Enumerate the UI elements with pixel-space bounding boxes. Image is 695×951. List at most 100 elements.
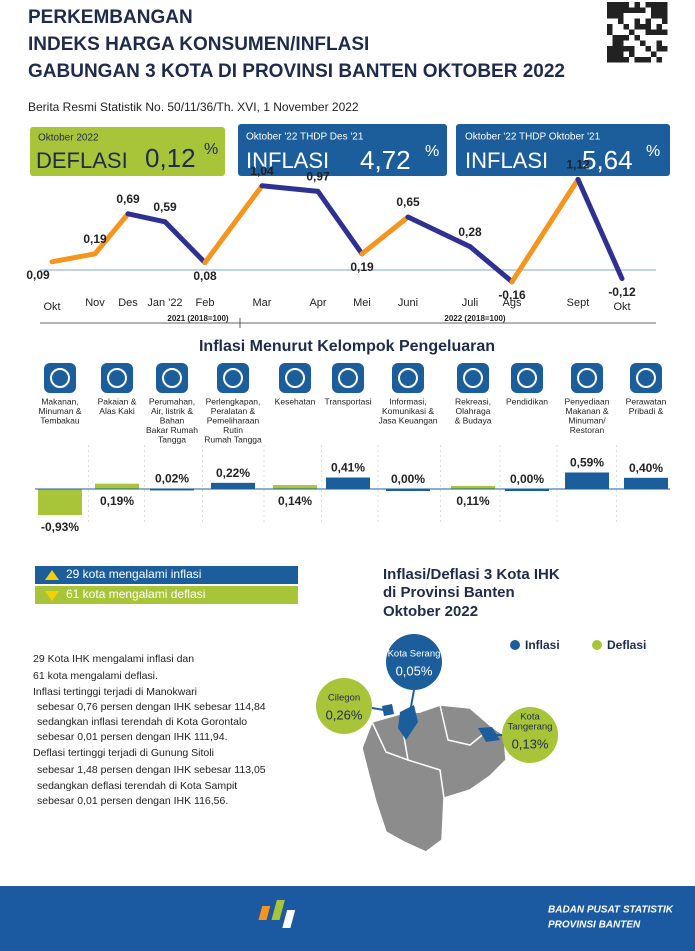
category-label: Perawatan	[626, 396, 667, 406]
value-label: 1,04	[250, 164, 274, 178]
category-label: Transportasi	[325, 396, 372, 406]
line-segment	[575, 176, 625, 282]
note-line: sedangkan deflasi terendah di Kota Sampi…	[37, 780, 237, 792]
qr-cell	[656, 7, 662, 13]
map-title: Inflasi/Deflasi 3 Kota IHK	[383, 566, 560, 583]
icon-bg	[44, 363, 76, 393]
qr-cell	[618, 51, 624, 57]
value-label: 1,12	[566, 158, 590, 172]
qr-cell	[662, 7, 668, 13]
city-value: 0,13%	[512, 736, 549, 751]
icon-bg	[457, 363, 489, 393]
category-label: Olahraga	[456, 406, 491, 416]
icon-bg	[332, 363, 364, 393]
line-segment	[467, 244, 515, 285]
line-segment	[359, 214, 411, 257]
footer-text: PROVINSI BANTEN	[548, 920, 641, 931]
count-bar	[35, 566, 298, 584]
qr-cell	[656, 40, 662, 46]
summary-box	[238, 124, 447, 176]
count-text: 61 kota mengalami deflasi	[66, 587, 205, 601]
x-tick-label: Okt	[43, 301, 60, 313]
qr-cell	[612, 35, 618, 41]
qr-cell	[623, 2, 629, 8]
category-label: Pakaian &	[98, 396, 137, 406]
qr-cell	[640, 7, 646, 13]
value-label: -0,93%	[41, 520, 79, 534]
city-name: Kota Serang	[388, 649, 441, 660]
legend-label: Inflasi	[525, 638, 560, 652]
qr-cell	[645, 46, 651, 52]
category-label: Tangga	[158, 434, 186, 444]
line-segment	[49, 251, 98, 265]
icon-bg	[279, 363, 311, 393]
note-line: Inflasi tertinggi terjadi di Manokwari	[33, 686, 197, 698]
qr-cell	[618, 35, 624, 41]
summary-value: 0,12	[145, 143, 196, 173]
category-label: Restoran	[570, 425, 605, 435]
qr-cell	[634, 2, 640, 8]
value-label: 0,65	[396, 195, 420, 209]
qr-cell	[618, 13, 624, 19]
summary-period: Oktober '22 THDP Oktober '21	[465, 132, 601, 143]
value-label: 0,02%	[155, 472, 189, 486]
value-label: 0,11%	[456, 494, 490, 508]
footer-band	[0, 886, 695, 951]
icon-bg	[217, 363, 249, 393]
summary-period: Oktober 2022	[38, 133, 99, 144]
note-line: 29 Kota IHK mengalami inflasi dan	[33, 653, 194, 665]
qr-cell	[662, 29, 668, 35]
map-overlay: Inflasi Deflasi Kota Serang 0,05% Cilegon 0,2…	[316, 634, 646, 763]
note-line: sedangkan inflasi terendah di Kota Goron…	[37, 716, 247, 728]
city-area	[398, 705, 418, 740]
icon	[338, 368, 358, 388]
icon	[285, 368, 305, 388]
qr-cell	[662, 18, 668, 24]
qr-cell	[618, 40, 624, 46]
value-label: -0,12	[608, 285, 636, 299]
pointer	[371, 707, 385, 711]
category-label: Komunikasi &	[382, 406, 434, 416]
category-label: Bahan	[160, 415, 185, 425]
x-tick-label: Nov	[85, 297, 105, 309]
icon	[50, 368, 70, 388]
icon	[223, 368, 243, 388]
x-tick-label: Mei	[353, 297, 371, 309]
line-segment	[509, 176, 581, 285]
qr-cell	[607, 51, 613, 57]
icon	[517, 368, 537, 388]
qr-cell	[651, 13, 657, 19]
qr-cell	[656, 57, 662, 63]
note-line: sebesar 1,48 persen dengan IHK sebesar 1…	[37, 764, 266, 776]
value-label: 0,40%	[629, 461, 663, 475]
category-label: Perlengkapan,	[206, 396, 261, 406]
summary-box	[456, 124, 670, 176]
city-name: Cilegon	[328, 693, 360, 704]
line-segment	[125, 211, 168, 225]
qr-cell	[618, 46, 624, 52]
legend-dot	[510, 640, 520, 650]
footer-text: BADAN PUSAT STATISTIK	[548, 905, 674, 916]
qr-cell	[645, 18, 651, 24]
icon	[463, 368, 483, 388]
qr-cell	[623, 57, 629, 63]
note-line: Deflasi tertinggi terjadi di Gunung Sito…	[33, 747, 214, 759]
category-label: Pribadi &	[629, 406, 664, 416]
line-segment	[162, 219, 208, 266]
qr-cell	[623, 35, 629, 41]
city-area	[382, 704, 394, 716]
banten-map	[361, 689, 507, 853]
value-label: 0,59%	[570, 456, 604, 470]
qr-cell	[656, 13, 662, 19]
qr-cell	[618, 7, 624, 13]
qr-cell	[640, 57, 646, 63]
bar	[38, 489, 82, 516]
category-label: Minuman/	[568, 415, 606, 425]
title-line: INDEKS HARGA KONSUMEN/INFLASI	[28, 34, 369, 55]
border	[439, 704, 493, 746]
value-label: 0,19	[83, 232, 107, 246]
city-bubble	[502, 707, 558, 763]
qr-cell	[645, 2, 651, 8]
count-bar	[35, 586, 298, 604]
